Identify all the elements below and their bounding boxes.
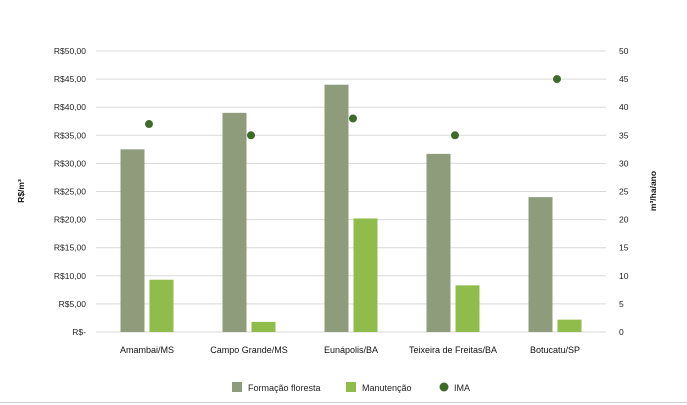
ima-point [247,131,255,140]
legend-manutencao: Manutenção [346,382,412,393]
right-tick-label: 5 [619,299,624,309]
category-label: Teixeira de Freitas/BA [409,345,497,355]
right-tick-label: 45 [619,74,629,84]
bar-formacao-floresta [324,84,349,332]
bar-formacao-floresta [222,112,247,332]
left-axis-title: R$/m³ [16,179,26,203]
ima-point [349,114,357,123]
left-tick-label: R$40,00 [54,102,86,112]
left-tick-label: R$5,00 [59,299,87,309]
left-tick-label: R$45,00 [54,74,86,84]
bar-manutencao [149,279,174,332]
bar-manutencao [251,321,276,332]
legend-label: Manutenção [362,383,412,393]
gridlines [96,50,606,333]
bottom-border [0,402,687,403]
left-tick-label: R$25,00 [54,187,86,197]
right-tick-label: 20 [619,215,629,225]
ima-points [145,75,561,140]
right-tick-label: 10 [619,271,629,281]
bar-formacao-floresta [426,153,451,332]
bar-manutencao [353,218,378,332]
legend-label: IMA [454,383,470,393]
left-y-axis: R$- R$5,00 R$10,00 R$15,00 R$20,00 R$25,00 R$3… [54,46,86,337]
bar-formacao-floresta [120,149,145,332]
category-label: Botucatu/SP [530,345,580,355]
left-tick-label: R$30,00 [54,158,86,168]
right-tick-label: 30 [619,158,629,168]
right-tick-label: 40 [619,102,629,112]
bar-manutencao [557,319,582,332]
left-tick-label: R$50,00 [54,46,86,56]
bar-manutencao [455,285,480,332]
legend: Formação floresta Manutenção IMA [232,382,470,393]
legend-label: Formação floresta [248,383,321,393]
left-tick-label: R$15,00 [54,243,86,253]
category-label: Eunápolis/BA [324,345,378,355]
right-tick-label: 35 [619,130,629,140]
left-tick-label: R$10,00 [54,271,86,281]
legend-swatch [232,382,242,392]
ima-point [553,75,561,84]
left-tick-label: R$35,00 [54,130,86,140]
bar-formacao-floresta [528,197,553,332]
ima-point [451,131,459,140]
category-labels: Amambai/MS Campo Grande/MS Eunápolis/BA Tei… [120,345,580,355]
legend-formacao-floresta: Formação floresta [232,382,321,393]
category-label: Amambai/MS [120,345,174,355]
right-tick-label: 15 [619,243,629,253]
right-axis-title: m³/ha/ano [648,171,658,211]
right-y-axis: 0 5 10 15 20 25 30 35 40 45 50 [619,46,629,337]
left-tick-label: R$20,00 [54,215,86,225]
right-tick-label: 25 [619,187,629,197]
category-label: Campo Grande/MS [210,345,288,355]
legend-ima: IMA [439,382,470,393]
left-tick-label: R$- [72,327,86,337]
right-tick-label: 50 [619,46,629,56]
legend-swatch [439,382,449,392]
right-tick-label: 0 [619,327,624,337]
ima-point [145,120,153,129]
bars [120,84,582,332]
legend-swatch [346,382,356,392]
